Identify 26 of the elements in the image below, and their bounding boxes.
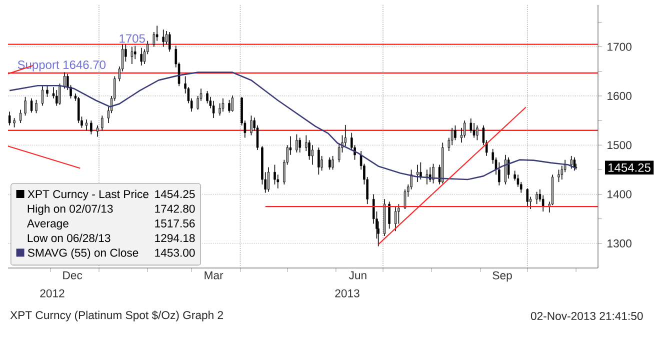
legend-label: SMAVG (55) on Close: [28, 248, 138, 260]
text: 1454.25: [608, 163, 650, 172]
annotation: Low on 06/28/13: [28, 234, 110, 242]
text: 02-Nov-2013 21:41:50: [530, 312, 643, 320]
annotation: 1453.00: [155, 248, 195, 257]
x-tick-label: Jun: [348, 271, 366, 280]
legend-label: XPT Curncy - Last Price: [28, 190, 148, 200]
annotation: High on 02/07/13: [28, 204, 113, 216]
x-tick-label: Sep: [492, 271, 512, 282]
x-tick-label: Dec: [63, 271, 82, 280]
text: 2013: [335, 289, 360, 298]
x-tick-label: Mar: [204, 271, 224, 280]
y-tick-label: 1500: [608, 141, 632, 150]
annotation: Average: [26, 220, 68, 230]
annotation: 1294.18: [155, 234, 195, 242]
annotation: 1517.56: [155, 219, 195, 228]
y-tick-label: 1300: [608, 239, 632, 248]
annotation: 1454.25: [155, 190, 195, 198]
y-tick-label: 1600: [608, 92, 632, 100]
text: 2012: [40, 289, 64, 298]
text: XPT Curncy (Platinum Spot $/Oz) Graph 2: [10, 310, 223, 322]
annotation: 1742.80: [155, 204, 195, 213]
ref-line-label: Support 1646.70: [18, 60, 106, 72]
ref-line-label: 1705: [120, 34, 145, 43]
y-tick-label: 1400: [608, 190, 632, 198]
y-tick-label: 1700: [608, 42, 632, 51]
